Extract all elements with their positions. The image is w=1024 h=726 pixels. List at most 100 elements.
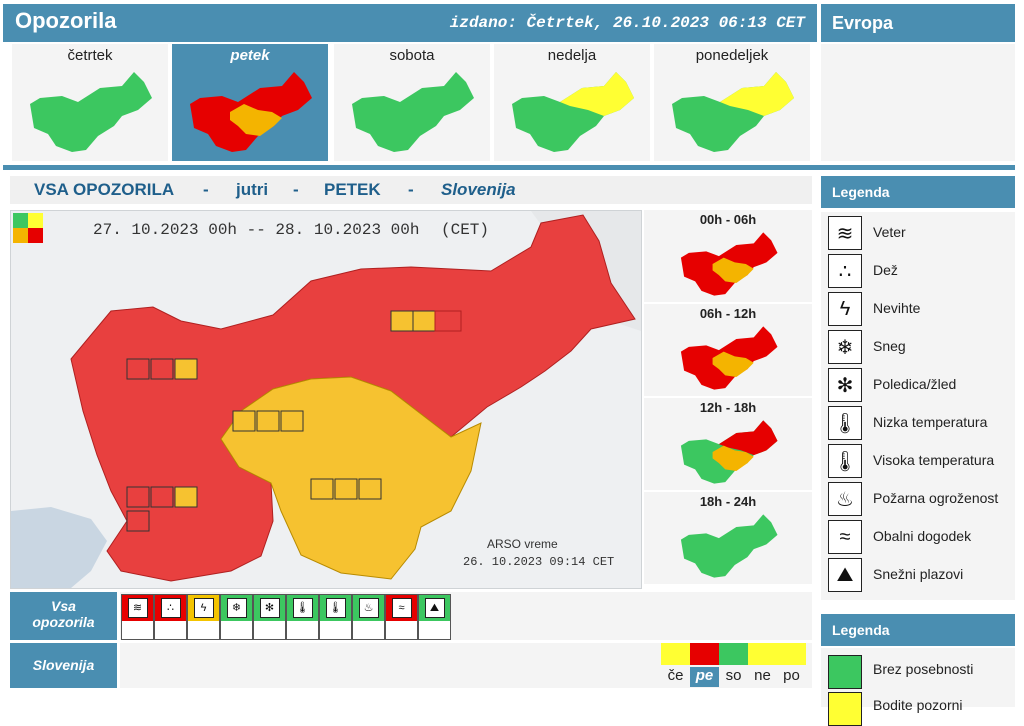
hazard-cell-coastal[interactable]: ≈ [385, 594, 418, 640]
legend-item-label: Sneg [873, 338, 906, 354]
section-separator: - [293, 180, 299, 199]
day-abbrev-ne[interactable]: ne [754, 667, 771, 684]
day-level-swatch [661, 643, 690, 665]
time-slot-12-18[interactable]: 12h - 18h [644, 398, 812, 490]
high-temperature-icon: 🌡 [828, 444, 862, 478]
region-northwest [70, 214, 636, 582]
section-title-tomorrow: jutri [236, 180, 269, 199]
snow-icon: ❄ [828, 330, 862, 364]
fire-icon: ♨ [358, 598, 379, 618]
time-slot-label: 06h - 12h [699, 306, 757, 321]
section-separator: - [408, 180, 414, 199]
map-date-range: 27. 10.2023 00h -- 28. 10.2023 00h [93, 221, 420, 239]
fire-icon: ♨ [828, 482, 862, 516]
divider [3, 165, 1015, 170]
day-abbrev-so[interactable]: so [725, 667, 742, 684]
slovenia-mini-map [680, 232, 778, 296]
level-green-swatch [828, 655, 862, 689]
low-temperature-icon: 🌡 [292, 598, 313, 618]
low-temperature-icon: 🌡 [828, 406, 862, 440]
section-title-day: PETEK [324, 180, 381, 199]
time-slot-18-24[interactable]: 18h - 24h [644, 492, 812, 584]
europe-tab[interactable]: Evropa [821, 4, 1015, 42]
legend-item-label: Požarna ogroženost [873, 490, 999, 506]
hazard-icon-cluster-central [232, 410, 304, 432]
hazard-cell-low-temperature[interactable]: 🌡 [286, 594, 319, 640]
legend-header-levels: Legenda [821, 614, 1015, 646]
high-temperature-icon: 🌡 [325, 598, 346, 618]
section-separator: - [203, 180, 209, 199]
legend-item-label: Nizka temperatura [873, 414, 988, 430]
slovenia-mini-map [352, 72, 474, 152]
level-yellow-swatch [828, 692, 862, 726]
hazard-cell-snow[interactable]: ❄ [220, 594, 253, 640]
legend-item-label: Poledica/žled [873, 376, 957, 392]
legend-item-label: Veter [873, 224, 906, 240]
wind-icon: ≋ [828, 216, 862, 250]
legend-color-squares [13, 213, 43, 243]
time-slot-06-12[interactable]: 06h - 12h [644, 304, 812, 396]
level-green-label: Brez posebnosti [873, 661, 974, 677]
rain-icon: ∴ [828, 254, 862, 288]
legend-header: Legenda [821, 176, 1015, 208]
time-slot-label: 18h - 24h [699, 494, 757, 509]
hazard-cell-high-temperature[interactable]: 🌡 [319, 594, 352, 640]
hazard-icon-cluster-sw [126, 486, 198, 532]
day-level-swatch [777, 643, 806, 665]
legend-header-text: Legenda [832, 184, 890, 200]
coastal-icon: ≈ [391, 598, 412, 618]
slovenia-mini-map [30, 72, 152, 152]
legend-item-label: Dež [873, 262, 898, 278]
hazard-cell-lightning[interactable]: ϟ [187, 594, 220, 640]
day-tab-label: petek [230, 47, 270, 64]
rain-icon: ∴ [160, 598, 181, 618]
day-abbrev-če[interactable]: če [667, 667, 684, 684]
lightning-icon: ϟ [193, 598, 214, 618]
day-abbrev-pe[interactable]: pe [690, 667, 719, 687]
time-slot-label: 12h - 18h [699, 400, 757, 415]
day-abbrev-po[interactable]: po [783, 667, 800, 684]
ice-icon: ✻ [259, 598, 280, 618]
row-slovenia-label[interactable]: Slovenija [10, 643, 117, 688]
hazard-cell-fire[interactable]: ♨ [352, 594, 385, 640]
coastal-icon: ≈ [828, 520, 862, 554]
day-tab-sunday[interactable]: nedelja [494, 44, 650, 161]
slovenia-mini-map [680, 514, 778, 578]
slovenia-mini-map [190, 72, 312, 152]
day-tab-label: sobota [389, 47, 435, 64]
day-tab-label: ponedeljek [695, 47, 769, 64]
day-level-swatch [719, 643, 748, 665]
day-tab-saturday[interactable]: sobota [334, 44, 490, 161]
day-tab-friday[interactable]: petek [172, 44, 328, 161]
page-title: Opozorila [15, 8, 117, 33]
snow-icon: ❄ [226, 598, 247, 618]
legend-item-label: Obalni dogodek [873, 528, 972, 544]
time-slot-label: 00h - 06h [699, 212, 757, 227]
map-timestamp: 26. 10.2023 09:14 CET [463, 555, 615, 569]
slovenia-mini-map [680, 326, 778, 390]
hazard-cell-wind[interactable]: ≋ [121, 594, 154, 640]
main-warning-map[interactable]: 27. 10.2023 00h -- 28. 10.2023 00h (CET)… [10, 210, 642, 589]
day-tab-monday[interactable]: ponedeljek [654, 44, 810, 161]
legend-item-label: Snežni plazovi [873, 566, 964, 582]
europe-panel [821, 44, 1015, 161]
row-all-warnings-label[interactable]: Vsa opozorila [10, 592, 117, 640]
section-title: VSA OPOZORILA - jutri - PETEK - Slovenij… [10, 176, 812, 204]
day-level-swatch [690, 643, 719, 665]
row-slovenia-text: Slovenija [32, 657, 95, 673]
ice-icon: ✻ [828, 368, 862, 402]
section-title-region: Slovenija [441, 180, 516, 199]
hazard-cell-rain[interactable]: ∴ [154, 594, 187, 640]
hazard-cell-ice[interactable]: ✻ [253, 594, 286, 640]
map-timezone: (CET) [441, 221, 490, 239]
slovenia-mini-map [680, 420, 778, 484]
day-tab-thursday[interactable]: četrtek [12, 44, 168, 161]
avalanche-icon: ⛰ [828, 558, 862, 592]
slovenia-mini-map [672, 72, 794, 152]
hazard-cell-avalanche[interactable]: ⛰ [418, 594, 451, 640]
lightning-icon: ϟ [828, 292, 862, 326]
time-slot-00-06[interactable]: 00h - 06h [644, 210, 812, 302]
day-tab-label: četrtek [67, 47, 113, 64]
map-credit: ARSO vreme [487, 537, 558, 551]
hazard-icon-cluster-se [310, 478, 382, 500]
